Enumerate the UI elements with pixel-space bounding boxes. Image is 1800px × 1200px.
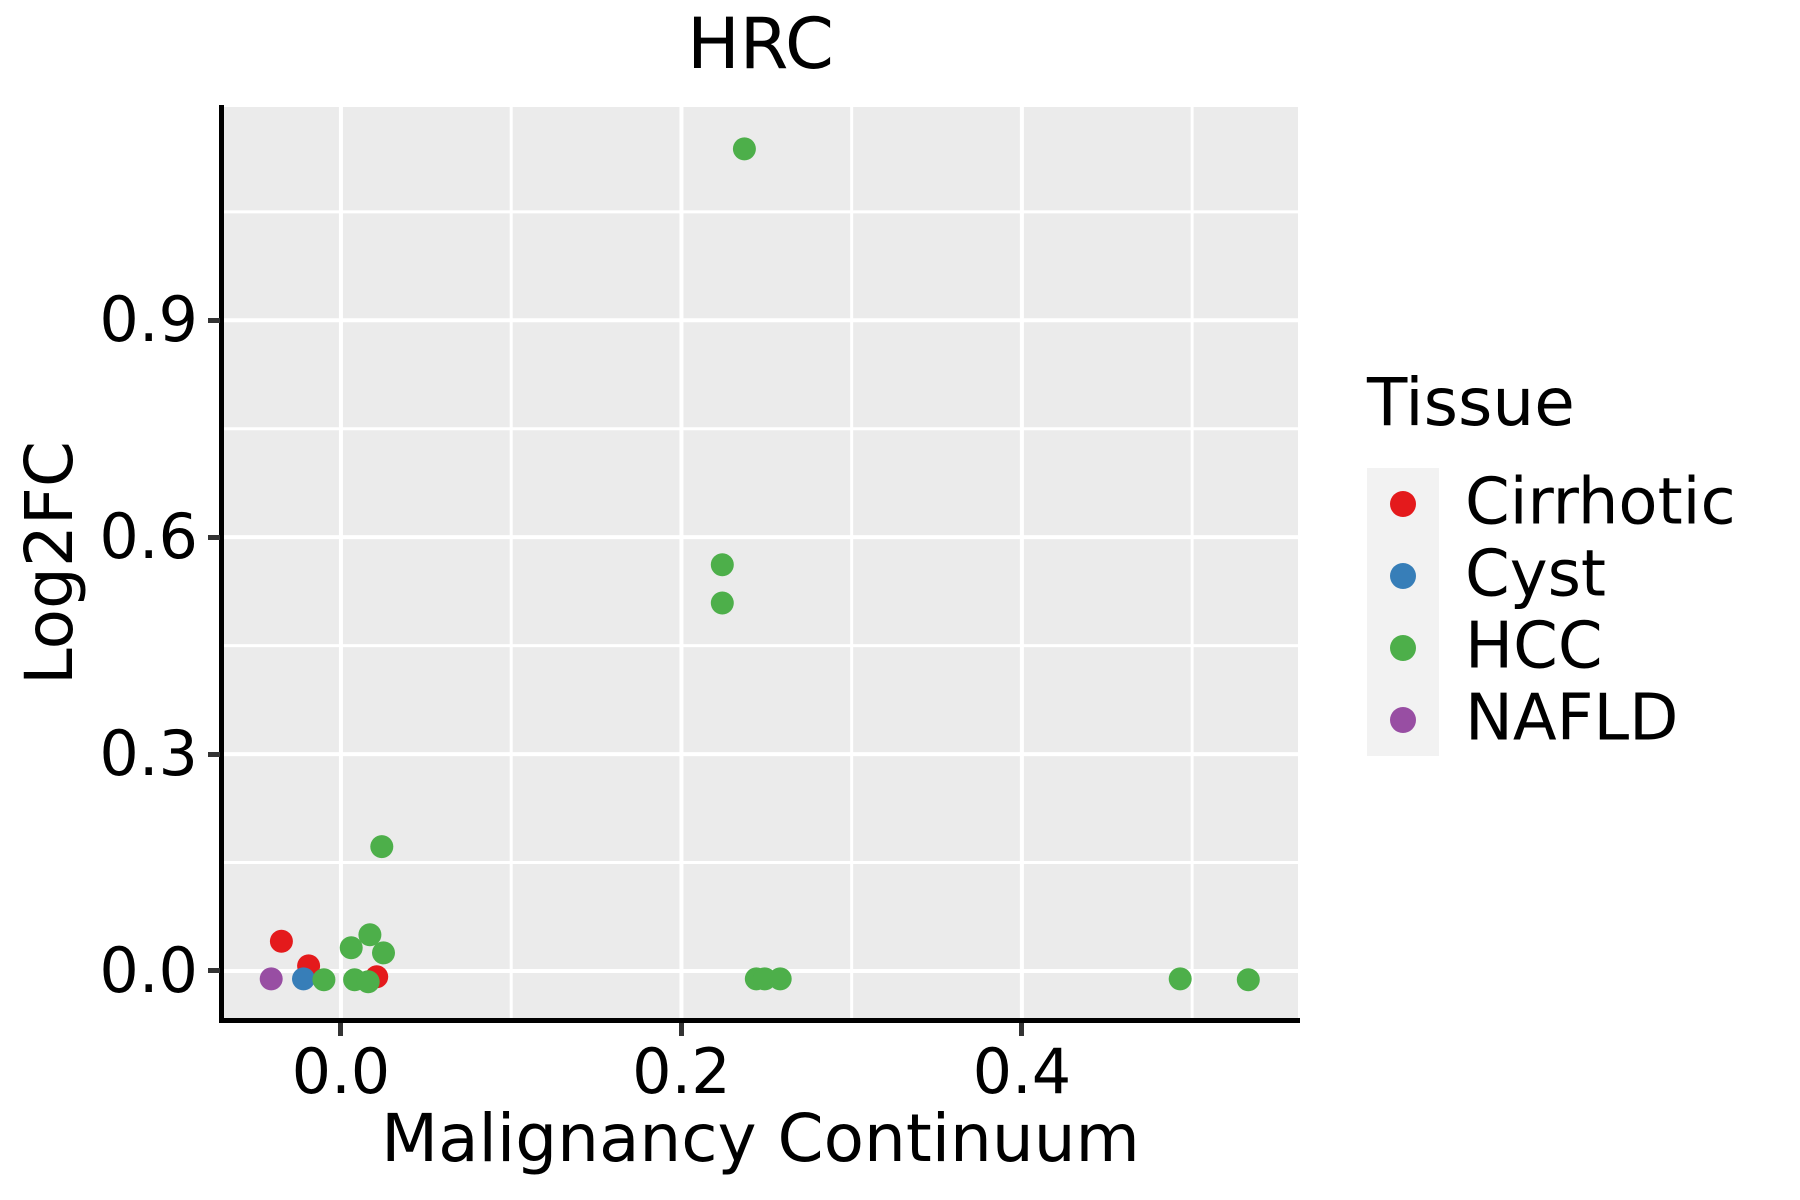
y-axis-line xyxy=(219,105,224,1023)
data-point-cyst xyxy=(292,967,315,991)
data-point-hcc xyxy=(768,967,792,991)
x-tick-label: 0.0 xyxy=(291,1035,391,1108)
y-tick-label: 0.6 xyxy=(99,500,198,574)
plot-panel xyxy=(223,107,1298,1020)
legend-item-hcc: HCC xyxy=(1367,612,1767,684)
legend-dot-icon xyxy=(1390,491,1416,517)
data-point-hcc xyxy=(710,553,734,577)
legend-title: Tissue xyxy=(1367,364,1575,441)
y-tick-mark xyxy=(208,751,220,757)
x-tick-label: 0.2 xyxy=(632,1035,731,1108)
legend-key-background xyxy=(1367,612,1439,684)
data-point-hcc xyxy=(372,941,395,965)
y-tick-label: 0.9 xyxy=(99,283,198,357)
legend-item-nafld: NAFLD xyxy=(1367,684,1767,756)
plot-title: HRC xyxy=(687,3,834,85)
y-tick-label: 0.3 xyxy=(99,717,198,791)
data-point-hcc xyxy=(339,936,363,960)
data-point-hcc xyxy=(356,970,380,994)
legend-item-label: NAFLD xyxy=(1465,681,1679,756)
y-axis-title: Log2FC xyxy=(11,441,88,685)
legend-item-label: HCC xyxy=(1465,609,1603,684)
legend-item-cyst: Cyst xyxy=(1367,540,1767,612)
legend-item-cirrhotic: Cirrhotic xyxy=(1367,468,1767,540)
data-point-hcc xyxy=(312,968,336,992)
x-axis-line xyxy=(219,1018,1300,1023)
x-axis-title: Malignancy Continuum xyxy=(381,1100,1140,1177)
x-tick-mark xyxy=(338,1023,344,1036)
data-point-cirrhotic xyxy=(269,929,293,953)
data-point-hcc xyxy=(710,591,734,615)
y-tick-label: 0.0 xyxy=(99,933,198,1007)
data-point-hcc xyxy=(1168,967,1192,991)
x-tick-label: 0.4 xyxy=(972,1035,1072,1108)
x-tick-mark xyxy=(678,1023,684,1036)
y-tick-mark xyxy=(208,968,220,974)
legend-dot-icon xyxy=(1390,563,1416,589)
y-tick-mark xyxy=(208,534,220,540)
legend-dot-icon xyxy=(1390,635,1416,661)
data-point-nafld xyxy=(259,967,283,991)
legend-key-background xyxy=(1367,684,1439,756)
legend-item-label: Cyst xyxy=(1465,537,1606,612)
legend-key-background xyxy=(1367,540,1439,612)
panel-background xyxy=(223,107,1298,1020)
data-point-hcc xyxy=(370,835,394,859)
legend-item-label: Cirrhotic xyxy=(1465,465,1736,540)
x-tick-mark xyxy=(1019,1023,1025,1036)
data-point-hcc xyxy=(1236,968,1260,992)
scatter-canvas xyxy=(223,107,1298,1020)
data-point-hcc xyxy=(358,923,382,947)
data-point-hcc xyxy=(732,137,756,161)
y-tick-mark xyxy=(208,317,220,323)
legend-dot-icon xyxy=(1390,707,1416,733)
legend-key-background xyxy=(1367,468,1439,540)
